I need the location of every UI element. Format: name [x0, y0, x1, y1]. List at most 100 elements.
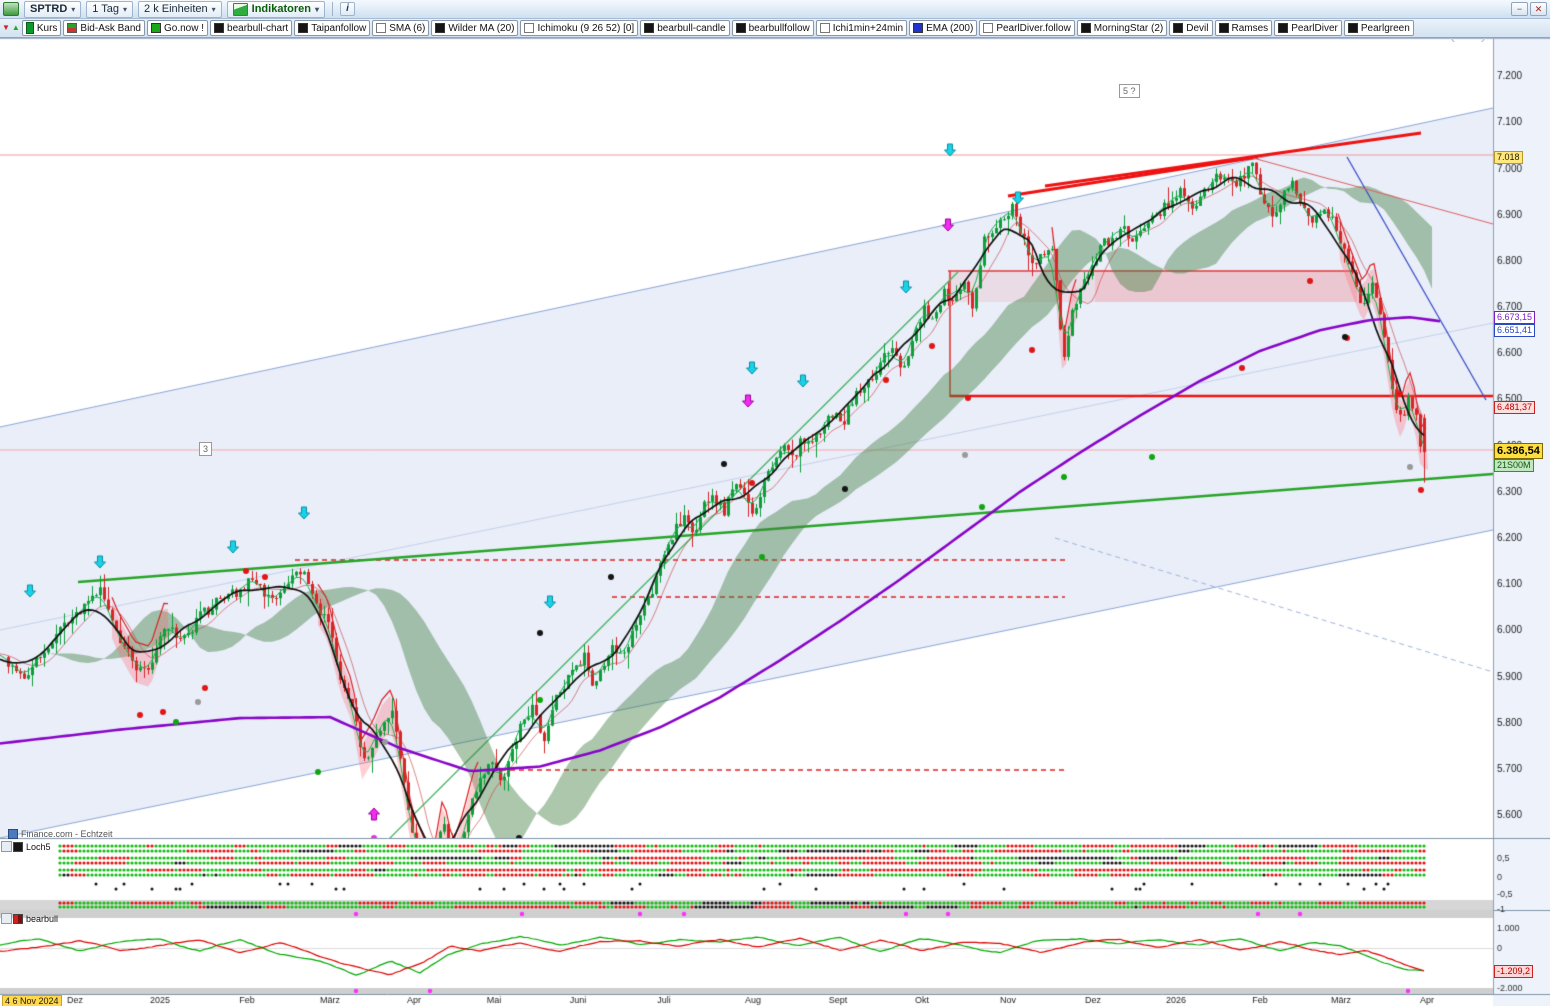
- color-square-icon: [1347, 23, 1358, 33]
- indicator-toggle-16[interactable]: PearlDiver: [1274, 20, 1342, 36]
- panel2-legend[interactable]: bearbull: [13, 914, 58, 924]
- color-square-icon: [1278, 23, 1289, 33]
- panel-toggle-icon[interactable]: [1, 913, 12, 924]
- window-controls: − ✕: [1511, 2, 1547, 16]
- indicator-toggle-10[interactable]: Ichi1min+24min: [815, 20, 908, 36]
- symbol-dropdown[interactable]: SPTRD ▾: [24, 0, 82, 18]
- indicator-toggle-1[interactable]: Bid-Ask Band: [63, 20, 145, 36]
- toolbar-indicators: ▼ ▲ Kurs Bid-Ask Band Go.now ! bearbull-cha…: [0, 19, 1550, 38]
- chevron-down-icon: ▾: [123, 4, 128, 14]
- bearbull-value-label: -1.209,2: [1494, 965, 1534, 978]
- bearbull-icon: [13, 914, 23, 924]
- indicator-toggle-7[interactable]: Ichimoku (9 26 52) [0]: [520, 20, 639, 36]
- timeframe-dropdown[interactable]: 1 Tag ▾: [86, 0, 134, 18]
- indicator-toggle-0[interactable]: Kurs: [21, 20, 62, 36]
- price-label-ema-purple: 6.673,15: [1494, 311, 1536, 324]
- checkbox-icon: [524, 23, 535, 33]
- indicator-toggle-label: Kurs: [36, 22, 58, 34]
- chevron-down-icon: ▾: [314, 4, 319, 14]
- indicator-toggle-5[interactable]: SMA (6): [372, 20, 430, 36]
- indicator-toggle-label: EMA (200): [926, 22, 974, 34]
- buy-arrow-icon[interactable]: ▲: [11, 23, 20, 32]
- candle-icon: [25, 22, 34, 34]
- indicator-toggle-13[interactable]: MorningStar (2): [1076, 20, 1168, 36]
- minimize-button[interactable]: −: [1511, 2, 1528, 16]
- toolbar-separator: [331, 2, 333, 16]
- indicator-toggle-label: Bid-Ask Band: [80, 22, 141, 34]
- source-text: Finance.com - Echtzeit: [21, 829, 113, 839]
- band-icon: [67, 23, 78, 33]
- checkbox-icon: [983, 23, 994, 33]
- indicator-toggle-label: Taipanfollow: [311, 22, 367, 34]
- indicator-toggle-label: Devil: [1186, 22, 1209, 34]
- indicator-toggle-label: PearlDiver: [1291, 22, 1338, 34]
- color-square-icon: [735, 23, 746, 33]
- indicator-toggle-label: PearlDiver.follow: [996, 22, 1071, 34]
- volume-label: 21S00M: [1494, 459, 1534, 472]
- indicator-toggle-label: Go.now !: [164, 22, 205, 34]
- color-square-icon: [1080, 23, 1091, 33]
- indicator-toggle-11[interactable]: EMA (200): [909, 20, 978, 36]
- indicator-toggle-label: SMA (6): [389, 22, 426, 34]
- chevron-down-icon: ▾: [211, 4, 216, 14]
- color-square-icon: [298, 23, 309, 33]
- indicator-toggle-17[interactable]: Pearlgreen: [1343, 20, 1414, 36]
- indicator-toggle-12[interactable]: PearlDiver.follow: [979, 20, 1075, 36]
- toolbar-main: SPTRD ▾ 1 Tag ▾ 2 k Einheiten ▾ Indikato…: [0, 0, 1550, 19]
- indicator-toggle-label: Ichi1min+24min: [832, 22, 904, 34]
- color-square-icon: [214, 23, 225, 33]
- color-square-icon: [1173, 23, 1184, 33]
- indicator-toggle-8[interactable]: bearbull-candle: [640, 20, 730, 36]
- indicator-toggle-label: Pearlgreen: [1360, 22, 1410, 34]
- indicator-toggle-label: Wilder MA (20): [448, 22, 515, 34]
- panel2-legend-label: bearbull: [26, 914, 59, 924]
- units-dropdown[interactable]: 2 k Einheiten ▾: [138, 0, 222, 18]
- panel-toggle-icon[interactable]: [1, 841, 12, 852]
- indicator-toggle-label: Ramses: [1231, 22, 1269, 34]
- indicator-toggle-label: bearbullfollow: [748, 22, 810, 34]
- indicator-toggle-label: bearbull-chart: [227, 22, 289, 34]
- indicator-toggle-2[interactable]: Go.now !: [147, 20, 209, 36]
- indicator-toggle-label: MorningStar (2): [1093, 22, 1164, 34]
- indicator-toggle-9[interactable]: bearbullfollow: [731, 20, 814, 36]
- indicator-toggle-3[interactable]: bearbull-chart: [210, 20, 293, 36]
- price-label-support: 6.481,37: [1494, 401, 1536, 414]
- color-square-icon: [1218, 23, 1229, 33]
- color-square-icon: [644, 23, 655, 33]
- annotation-3[interactable]: 3: [199, 442, 213, 456]
- data-source-label: Finance.com - Echtzeit: [8, 829, 113, 839]
- indicator-toggle-label: bearbull-candle: [657, 22, 726, 34]
- indicators-icon: [232, 2, 248, 16]
- annotation-5[interactable]: 5 ?: [1119, 84, 1140, 98]
- indicator-toggle-14[interactable]: Devil: [1169, 20, 1213, 36]
- source-icon: [8, 829, 18, 839]
- color-square-icon: [151, 23, 161, 33]
- last-price-label: 6.386,54: [1494, 443, 1543, 459]
- panel1-legend[interactable]: Loch5: [13, 842, 51, 852]
- price-label-high: 7.018: [1494, 151, 1523, 164]
- indicator-toggle-6[interactable]: Wilder MA (20): [431, 20, 519, 36]
- checkbox-icon: [819, 23, 830, 33]
- color-square-icon: [435, 23, 446, 33]
- indicator-toggle-label: Ichimoku (9 26 52) [0]: [537, 22, 635, 34]
- close-button[interactable]: ✕: [1530, 2, 1547, 16]
- axis-start-date: 4 6 Nov 2024: [2, 995, 62, 1006]
- color-square-icon: [913, 23, 924, 33]
- indicator-toggle-4[interactable]: Taipanfollow: [294, 20, 371, 36]
- symbol-label: SPTRD: [30, 3, 68, 15]
- loch5-icon: [13, 842, 23, 852]
- indicator-toggle-15[interactable]: Ramses: [1214, 20, 1273, 36]
- indicators-button[interactable]: Indikatoren ▾: [226, 0, 325, 18]
- price-label-ema-blue: 6.651,41: [1494, 324, 1536, 337]
- chevron-down-icon: ▾: [71, 4, 76, 14]
- timeframe-label: 1 Tag: [92, 3, 120, 15]
- info-button[interactable]: i: [339, 2, 355, 16]
- sell-arrow-icon[interactable]: ▼: [2, 23, 10, 32]
- checkbox-icon: [376, 23, 387, 33]
- app-icon: [3, 2, 19, 16]
- indicators-label: Indikatoren: [251, 3, 311, 15]
- units-label: 2 k Einheiten: [144, 3, 208, 15]
- panel1-legend-label: Loch5: [26, 842, 51, 852]
